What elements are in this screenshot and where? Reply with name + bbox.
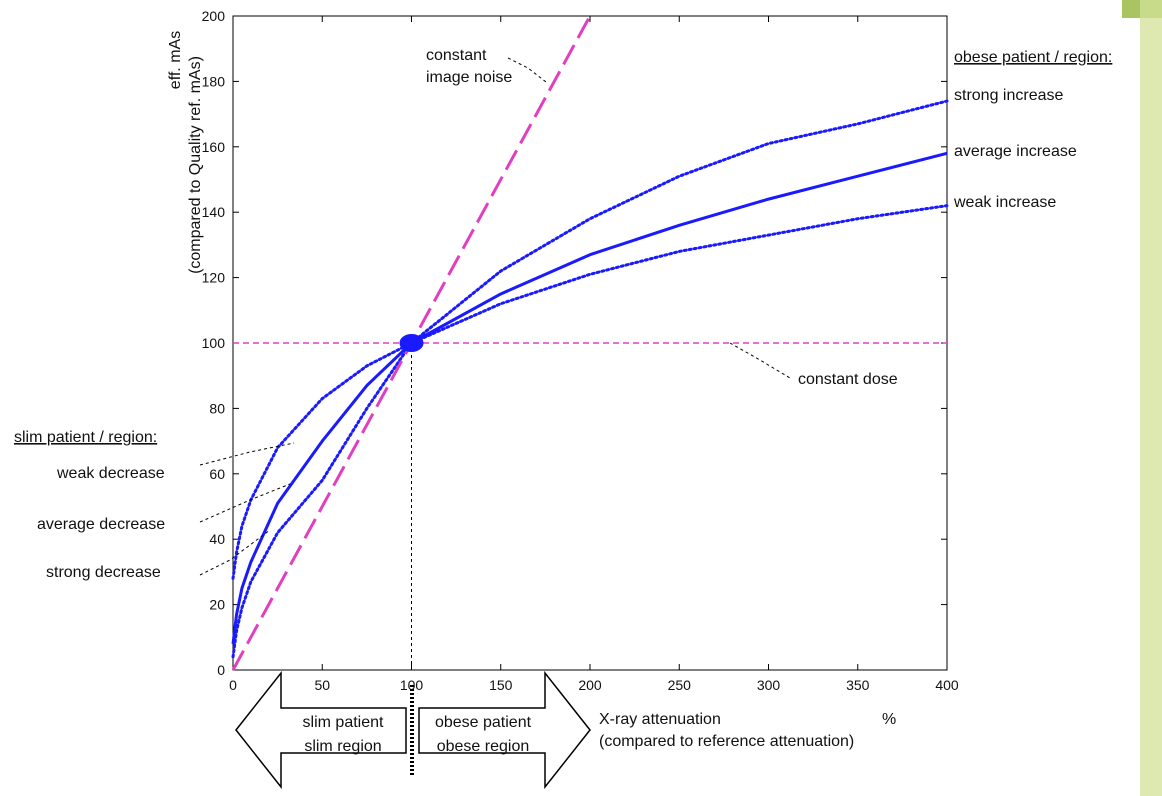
x-axis-label-line1: X-ray attenuation bbox=[599, 711, 721, 728]
annotation-strong-increase: strong increase bbox=[954, 87, 1063, 104]
series-line-strong-increase bbox=[231, 99, 949, 659]
annotation-constant: constant bbox=[426, 47, 487, 64]
annotation-average-increase: average increase bbox=[954, 143, 1077, 160]
y-tick-label: 60 bbox=[209, 466, 225, 482]
annotation-image-noise: image noise bbox=[426, 69, 512, 86]
y-tick-label: 200 bbox=[202, 8, 226, 24]
y-tick-label: 20 bbox=[209, 597, 225, 613]
y-tick-label: 160 bbox=[202, 139, 226, 155]
annotation-strong-decrease: strong decrease bbox=[46, 564, 161, 581]
arrow-obese bbox=[418, 670, 591, 790]
y-tick-label: 0 bbox=[217, 662, 225, 678]
y-tick-label: 40 bbox=[209, 531, 225, 547]
annotation-average-decrease: average decrease bbox=[37, 516, 165, 533]
x-tick-label: 250 bbox=[668, 677, 692, 693]
x-tick-label: 50 bbox=[314, 677, 330, 693]
x-tick-label: 350 bbox=[846, 677, 870, 693]
x-tick-label: 400 bbox=[935, 677, 959, 693]
x-tick-label: 0 bbox=[229, 677, 237, 693]
x-axis-label-unit: % bbox=[882, 711, 896, 728]
annotation-obese-header: obese patient / region: bbox=[954, 49, 1112, 66]
arrow-slim-label1: slim patient bbox=[303, 714, 384, 731]
y-tick-label: 180 bbox=[202, 73, 226, 89]
leader-average-decrease bbox=[199, 483, 291, 523]
y-tick-label: 100 bbox=[202, 335, 226, 351]
y-axis-label-line2: (compared to Quality ref. mAs) bbox=[187, 56, 204, 274]
series-line-weak-increase bbox=[231, 204, 949, 580]
annotation-weak-increase: weak increase bbox=[953, 194, 1056, 211]
leader-constant-noise bbox=[507, 57, 547, 83]
x-axis-label-line2: (compared to reference attenuation) bbox=[599, 733, 854, 750]
series-layer bbox=[231, 15, 949, 672]
decorative-green-corner-light bbox=[1140, 0, 1162, 18]
arrow-obese-label2: obese region bbox=[437, 738, 530, 755]
x-tick-label: 150 bbox=[489, 677, 513, 693]
y-tick-label: 80 bbox=[209, 400, 225, 416]
leader-strong-decrease bbox=[199, 529, 271, 576]
annotation-slim-header: slim patient / region: bbox=[14, 429, 157, 446]
reference-point bbox=[399, 334, 424, 352]
y-tick-label: 140 bbox=[202, 204, 226, 220]
annotation-weak-decrease: weak decrease bbox=[56, 465, 165, 482]
series-line-average-increase bbox=[231, 151, 948, 645]
annotation-constant-dose: constant dose bbox=[798, 371, 898, 388]
axis-ticks: 0501001502002503003504000204060801001201… bbox=[202, 8, 959, 693]
x-tick-label: 300 bbox=[757, 677, 781, 693]
y-axis-label-line1: eff. mAs bbox=[167, 31, 184, 89]
arrow-slim-label2: slim region bbox=[304, 738, 381, 755]
arrow-obese-label1: obese patient bbox=[435, 714, 532, 731]
decorative-green-bar bbox=[1140, 0, 1162, 796]
arrow-slim bbox=[235, 670, 407, 790]
x-tick-label: 200 bbox=[578, 677, 602, 693]
y-tick-label: 120 bbox=[202, 270, 226, 286]
plot-area bbox=[232, 15, 948, 671]
